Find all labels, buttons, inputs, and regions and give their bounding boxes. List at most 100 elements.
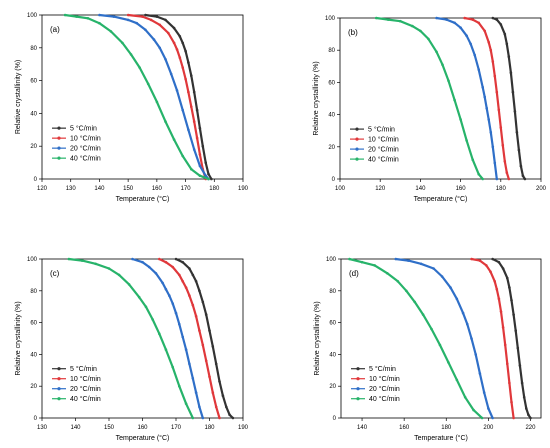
data-point: [503, 160, 507, 163]
y-tick-label: 20: [30, 144, 37, 150]
data-point: [497, 108, 501, 112]
data-point: [187, 128, 190, 132]
data-point: [192, 148, 196, 151]
chart-panel-1: 120 130 140 150 160 170 180 190 0 20 40 60 80 100 Temp…: [15, 13, 249, 203]
y-tick-label: 80: [30, 46, 37, 52]
y-tick-label: 100: [27, 13, 38, 19]
data-point: [174, 257, 178, 261]
data-point: [447, 79, 450, 83]
data-point: [396, 280, 400, 283]
chart-panel-2: 100 120 140 160 180 200 0 20 40 60 80 100 Temperatur…: [313, 16, 547, 203]
data-point: [481, 177, 485, 181]
series-4: [63, 13, 210, 181]
data-point: [465, 139, 468, 142]
data-point: [509, 71, 513, 74]
data-point: [374, 16, 378, 20]
data-point: [181, 108, 184, 112]
series-1: [144, 13, 213, 181]
data-point: [194, 391, 198, 394]
legend-swatch-marker: [355, 137, 359, 141]
x-tick-label: 160: [152, 186, 163, 192]
plot-frame: [340, 258, 542, 419]
data-point: [449, 286, 452, 289]
data-point: [201, 300, 205, 304]
legend-label: 5 °C/min: [70, 365, 97, 373]
series-line: [158, 258, 221, 419]
data-point: [459, 118, 462, 121]
data-point: [487, 40, 491, 44]
data-point: [135, 21, 139, 25]
data-point: [80, 259, 84, 262]
legend-label: 5 °C/min: [70, 125, 97, 133]
data-point: [399, 19, 402, 23]
data-point: [512, 416, 515, 420]
series-line: [436, 16, 498, 180]
data-point: [121, 41, 124, 45]
data-point: [144, 28, 147, 32]
data-point: [172, 41, 176, 45]
legend-swatch-marker: [356, 397, 360, 401]
data-point: [109, 30, 113, 33]
legend: 5 °C/min 10 °C/min 20 °C/min 40 °C/min: [350, 126, 399, 164]
y-tick-label: 40: [30, 111, 37, 117]
data-point: [154, 272, 158, 275]
x-tick-label: 180: [204, 425, 215, 431]
data-point: [506, 276, 509, 280]
data-point: [164, 348, 168, 351]
y-tick-label: 40: [328, 113, 335, 119]
data-point: [430, 327, 433, 331]
data-point: [495, 177, 499, 181]
legend-swatch-marker: [356, 367, 360, 371]
data-point: [181, 41, 184, 45]
data-point: [169, 72, 173, 76]
data-point: [204, 161, 207, 164]
data-point: [126, 13, 130, 17]
data-point: [218, 416, 221, 420]
y-tick-label: 0: [34, 177, 38, 183]
data-point: [158, 257, 161, 261]
series-line: [492, 16, 526, 180]
data-point: [480, 416, 484, 420]
data-point: [94, 262, 97, 266]
data-point: [481, 85, 485, 89]
data-point: [164, 18, 167, 22]
data-point: [485, 264, 488, 267]
data-point: [126, 18, 130, 22]
y-tick-label: 60: [30, 79, 37, 85]
panel-label: (d): [349, 269, 359, 278]
data-point: [207, 172, 210, 176]
data-point: [470, 257, 473, 261]
data-point: [152, 38, 156, 41]
data-point: [191, 303, 195, 307]
data-point: [201, 144, 205, 148]
data-point: [506, 362, 509, 366]
legend-swatch-marker: [57, 126, 61, 130]
legend: 5 °C/min 10 °C/min 20 °C/min 40 °C/min: [52, 365, 101, 403]
x-tick-label: 150: [104, 425, 115, 431]
data-point: [225, 405, 228, 409]
y-axis-label: Relative crystallinity (%): [15, 301, 22, 375]
legend-label: 10 °C/min: [70, 135, 101, 143]
data-point: [405, 289, 408, 293]
data-point: [191, 377, 195, 380]
panel-label: (a): [50, 25, 60, 34]
y-tick-label: 40: [30, 352, 37, 358]
data-point: [489, 131, 493, 134]
series-1: [491, 257, 532, 420]
data-point: [161, 281, 164, 285]
series-line: [64, 13, 209, 181]
data-point: [419, 262, 423, 266]
legend: 5 °C/min 10 °C/min 20 °C/min 40 °C/min: [52, 125, 101, 163]
data-point: [483, 95, 487, 99]
data-point: [512, 313, 515, 316]
legend-label: 5 °C/min: [369, 365, 396, 373]
data-point: [127, 283, 131, 286]
series-4: [67, 257, 195, 420]
data-point: [466, 322, 469, 326]
data-point: [181, 260, 184, 264]
series-2: [158, 257, 221, 420]
data-point: [155, 100, 159, 104]
data-point: [503, 32, 507, 36]
legend-label: 40 °C/min: [368, 156, 399, 164]
x-tick-label: 140: [415, 186, 426, 192]
